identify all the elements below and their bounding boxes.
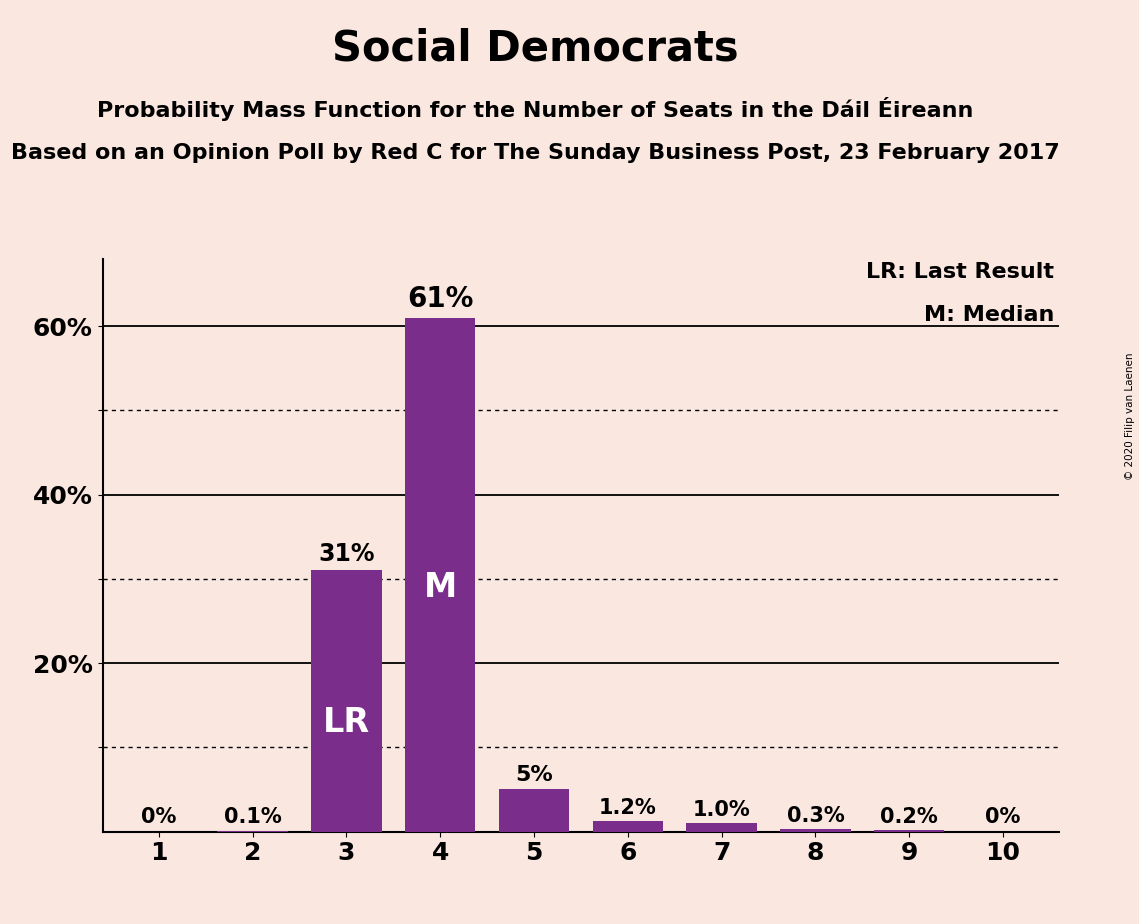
Text: 0.2%: 0.2% [880, 807, 939, 827]
Text: Social Democrats: Social Democrats [331, 28, 739, 69]
Bar [499, 789, 570, 832]
Text: M: M [424, 571, 457, 603]
Text: 0.1%: 0.1% [223, 808, 281, 827]
Text: Probability Mass Function for the Number of Seats in the Dáil Éireann: Probability Mass Function for the Number… [97, 97, 974, 121]
Text: 61%: 61% [407, 286, 474, 313]
Text: 31%: 31% [318, 542, 375, 566]
Bar [780, 829, 851, 832]
Text: 1.2%: 1.2% [599, 798, 657, 818]
Text: 0%: 0% [985, 808, 1021, 827]
Text: M: Median: M: Median [924, 305, 1055, 324]
Bar [311, 570, 382, 832]
Text: Based on an Opinion Poll by Red C for The Sunday Business Post, 23 February 2017: Based on an Opinion Poll by Red C for Th… [11, 143, 1059, 164]
Bar [405, 318, 475, 832]
Text: 1.0%: 1.0% [693, 800, 751, 820]
Text: LR: LR [322, 706, 370, 738]
Bar [874, 830, 944, 832]
Text: © 2020 Filip van Laenen: © 2020 Filip van Laenen [1125, 352, 1134, 480]
Text: 0.3%: 0.3% [787, 806, 844, 826]
Text: 5%: 5% [515, 765, 552, 785]
Bar [592, 821, 663, 832]
Text: LR: Last Result: LR: Last Result [867, 261, 1055, 282]
Text: 0%: 0% [141, 808, 177, 827]
Bar [687, 823, 756, 832]
